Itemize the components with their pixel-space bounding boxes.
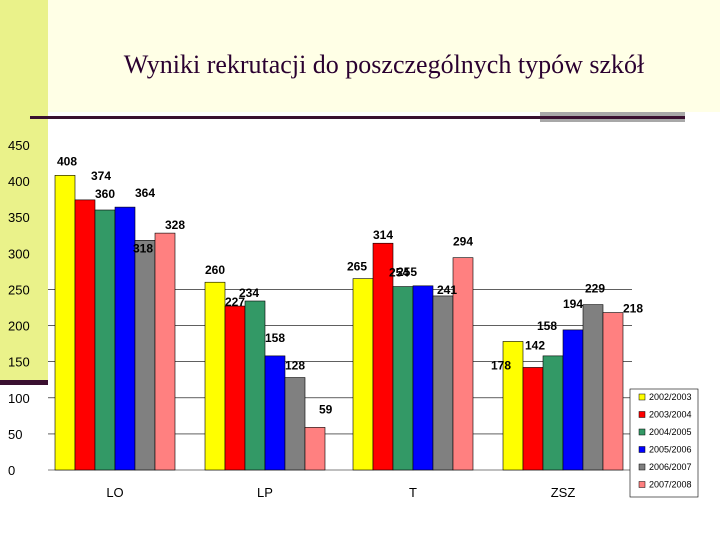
bar <box>244 300 266 471</box>
bar <box>582 304 604 471</box>
x-tick-label: ZSZ <box>551 485 576 500</box>
bars <box>54 175 624 471</box>
legend-label: 2002/2003 <box>649 392 692 402</box>
bar <box>284 377 306 471</box>
title-rule <box>30 116 540 119</box>
data-label: 294 <box>453 235 473 249</box>
y-tick-label: 350 <box>8 210 30 225</box>
bar <box>204 281 226 471</box>
bar <box>562 329 584 471</box>
legend-label: 2004/2005 <box>649 427 692 437</box>
bar <box>412 285 434 471</box>
data-label: 234 <box>239 286 259 300</box>
data-label: 229 <box>585 282 605 296</box>
legend-label: 2003/2004 <box>649 410 692 420</box>
data-label: 142 <box>525 338 545 352</box>
legend-swatch <box>638 481 646 488</box>
data-label: 227 <box>225 295 245 309</box>
bar <box>352 278 374 471</box>
legend-label: 2006/2007 <box>649 462 692 472</box>
side-band <box>0 0 48 385</box>
data-label: 364 <box>135 186 155 200</box>
data-label: 260 <box>205 263 225 277</box>
bar <box>94 209 116 471</box>
bar <box>392 286 414 471</box>
legend-box <box>629 388 699 498</box>
data-label: 158 <box>537 319 557 333</box>
data-label: 374 <box>91 169 111 183</box>
data-label: 318 <box>133 241 153 255</box>
bar <box>264 355 286 471</box>
x-tick-label: LP <box>257 485 273 500</box>
data-label: 241 <box>437 283 457 297</box>
y-tick-label: 200 <box>8 319 30 334</box>
data-label: 194 <box>563 297 583 311</box>
bar <box>114 206 136 471</box>
bar <box>522 367 544 471</box>
y-tick-label: 50 <box>8 427 22 442</box>
bar <box>602 312 624 471</box>
bar <box>54 175 76 471</box>
data-labels: 408 260 265 178 374 227 314 142 360 234 254 158 364 1… <box>57 154 643 416</box>
data-label: 128 <box>285 359 305 373</box>
y-tick-label: 100 <box>8 391 30 406</box>
legend-swatch <box>638 393 646 401</box>
legend-swatch <box>638 446 646 453</box>
title-background <box>48 0 720 112</box>
y-axis-ticks: 0 50 100 150 200 250 300 350 400 450 <box>8 138 30 478</box>
data-label: 314 <box>373 228 393 242</box>
legend-label: 2007/2008 <box>649 480 692 490</box>
legend-swatch <box>638 428 646 436</box>
y-tick-label: 150 <box>8 355 30 370</box>
x-tick-label: T <box>409 485 417 500</box>
data-label: 218 <box>623 302 643 316</box>
data-label: 178 <box>491 358 511 372</box>
bar <box>134 240 156 471</box>
data-label: 158 <box>265 331 285 345</box>
data-label: 328 <box>165 218 185 232</box>
y-tick-label: 400 <box>8 174 30 189</box>
page-title: Wyniki rekrutacji do poszczególnych typó… <box>123 50 645 79</box>
side-band-divider <box>0 380 48 385</box>
legend-label: 2005/2006 <box>649 445 692 455</box>
data-label: 408 <box>57 154 77 168</box>
legend-swatch <box>638 411 646 418</box>
data-label: 254 <box>389 266 409 280</box>
x-axis-ticks: LO LP T ZSZ <box>106 485 575 500</box>
data-label: 360 <box>95 187 115 201</box>
bar <box>432 295 454 471</box>
data-label: 255 <box>397 265 417 279</box>
bar <box>74 199 96 471</box>
title-rule-overlay <box>540 116 685 119</box>
data-label: 265 <box>347 260 367 274</box>
y-tick-label: 300 <box>8 246 30 261</box>
bar <box>154 232 176 471</box>
x-tick-label: LO <box>106 485 123 500</box>
bar <box>224 305 246 471</box>
y-tick-label: 450 <box>8 138 30 153</box>
data-label: 59 <box>319 402 333 416</box>
y-tick-label: 250 <box>8 282 30 297</box>
y-tick-label: 0 <box>8 463 15 478</box>
legend-swatch <box>638 463 646 471</box>
bar <box>304 427 326 471</box>
legend: 2002/2003 2003/2004 2004/2005 2005/2006 2006… <box>629 388 699 498</box>
bar <box>542 355 564 471</box>
bar <box>452 257 474 471</box>
